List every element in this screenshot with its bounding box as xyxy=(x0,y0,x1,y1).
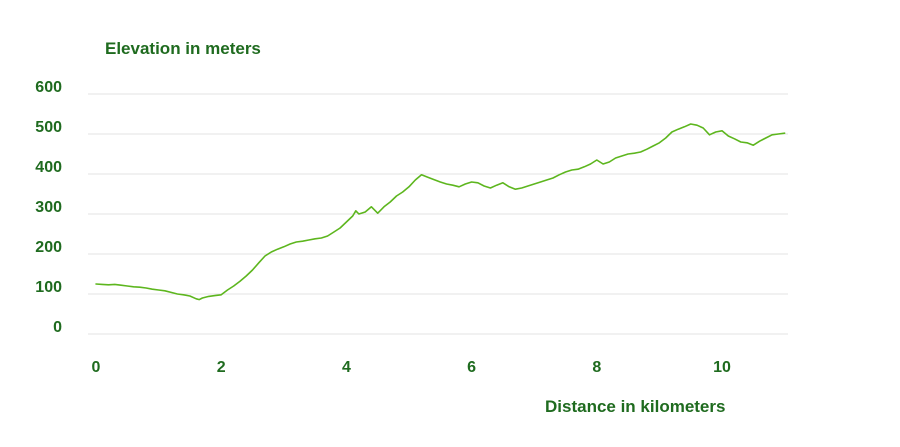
y-tick-label: 500 xyxy=(35,119,62,136)
y-tick-label: 100 xyxy=(35,279,62,296)
x-tick-label: 10 xyxy=(713,359,731,376)
y-tick-label: 0 xyxy=(53,319,62,336)
x-tick-labels: 0 2 4 6 8 10 xyxy=(92,359,731,376)
x-tick-label: 0 xyxy=(92,359,101,376)
x-tick-label: 4 xyxy=(342,359,351,376)
x-tick-label: 6 xyxy=(467,359,476,376)
y-axis-title: Elevation in meters xyxy=(105,39,261,58)
y-tick-label: 200 xyxy=(35,239,62,256)
y-tick-label: 600 xyxy=(35,79,62,96)
x-axis-title: Distance in kilometers xyxy=(545,397,725,416)
y-tick-label: 400 xyxy=(35,159,62,176)
x-tick-label: 8 xyxy=(592,359,601,376)
y-tick-label: 300 xyxy=(35,199,62,216)
gridlines xyxy=(88,93,788,335)
elevation-series-line xyxy=(95,123,786,301)
x-tick-label: 2 xyxy=(217,359,226,376)
y-tick-labels: 0 100 200 300 400 500 600 xyxy=(35,79,62,336)
